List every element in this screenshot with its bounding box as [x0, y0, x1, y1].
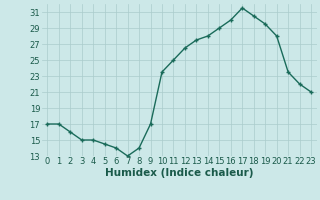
- X-axis label: Humidex (Indice chaleur): Humidex (Indice chaleur): [105, 168, 253, 178]
